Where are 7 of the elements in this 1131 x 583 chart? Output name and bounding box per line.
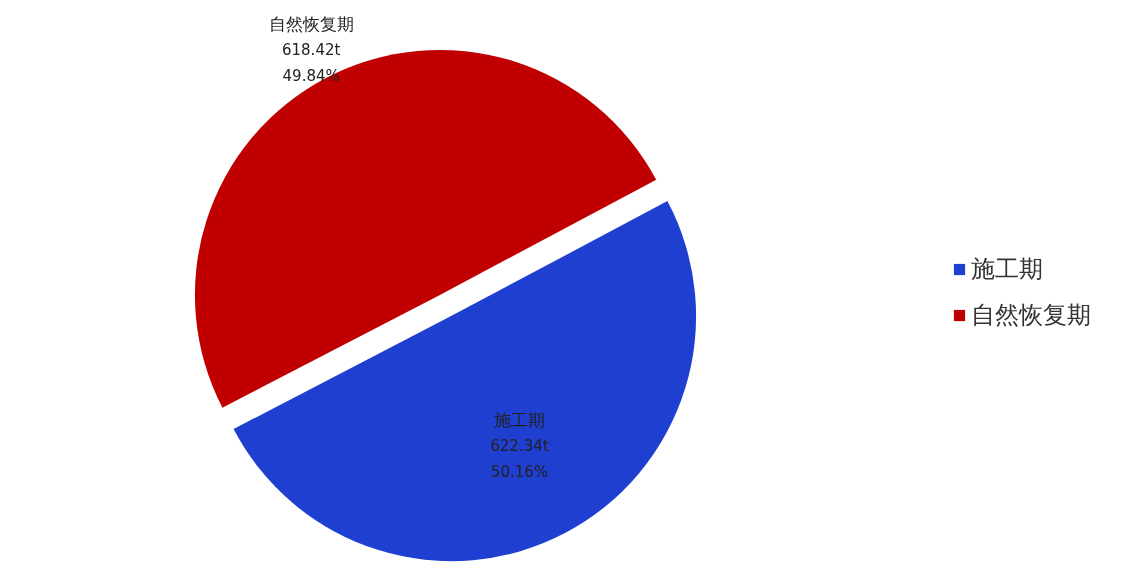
slice-label: 施工期 [493,410,545,431]
text: 622.34t [490,437,549,456]
legend-label: 自然恢复期 [971,299,1091,331]
text: 618.42t [281,40,341,59]
slice-label: 自然恢复期 [268,13,354,34]
legend-label: 施工期 [971,253,1043,285]
data-label: 50.16% [490,463,549,482]
